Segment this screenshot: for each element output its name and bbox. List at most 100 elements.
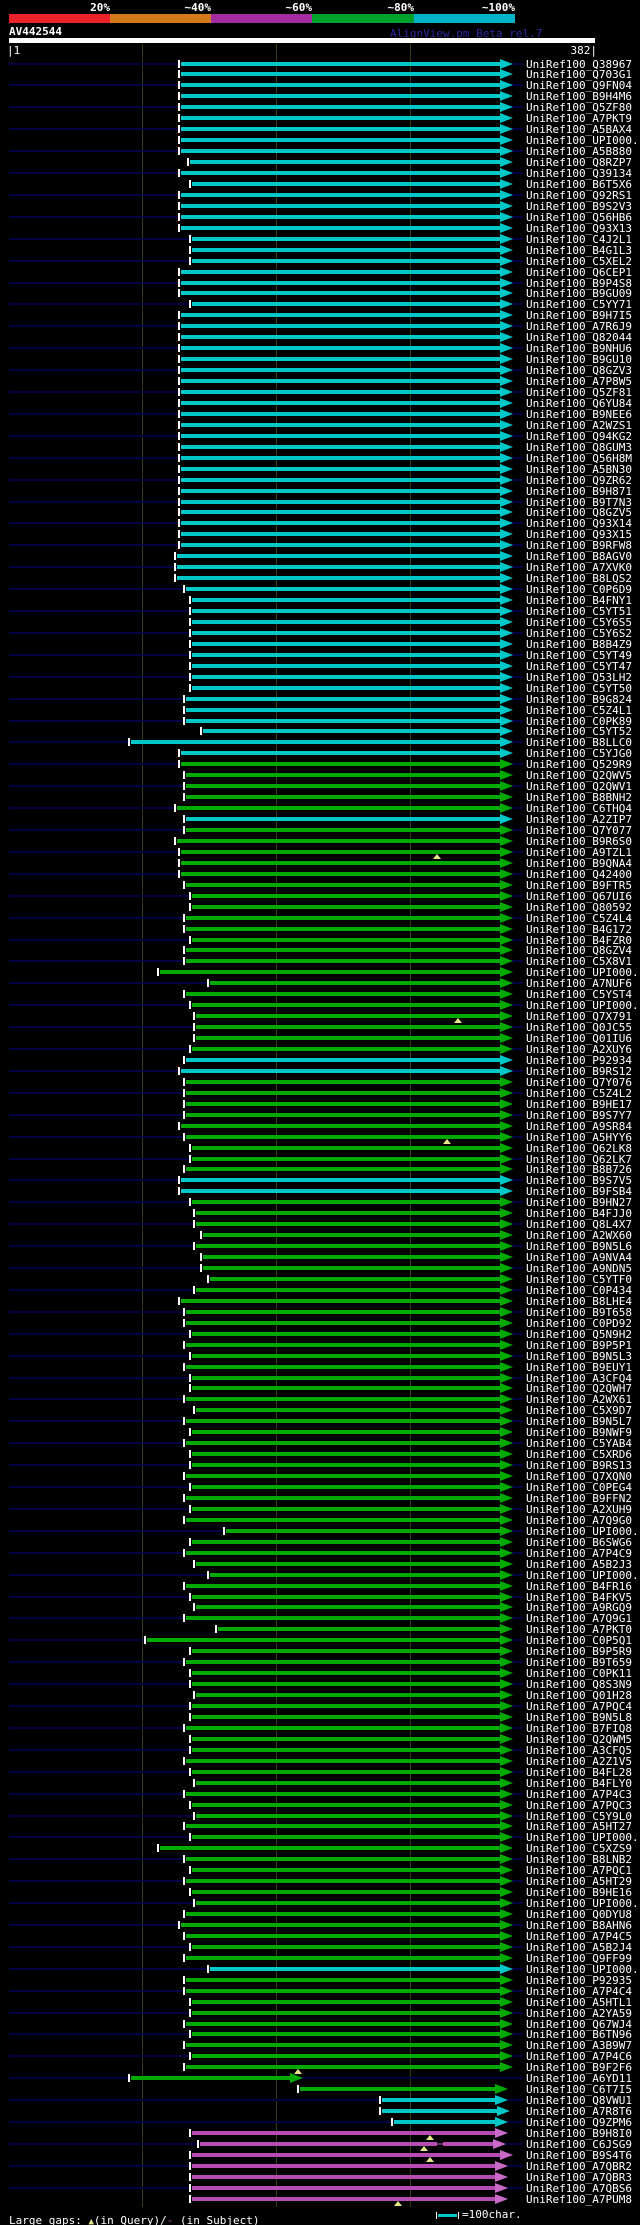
hit-label: UniRef100_Q9FF99: [526, 1952, 632, 1965]
subject-continues-arrow-icon: [500, 1679, 513, 1689]
hit-label: UniRef100_Q56H8M: [526, 452, 632, 465]
alignment-start-tick: [391, 2118, 393, 2126]
hit-label: UniRef100_B9T658: [526, 1306, 632, 1319]
subject-continues-arrow-icon: [500, 1767, 513, 1777]
hit-label: UniRef100_B9H4M6: [526, 90, 632, 103]
alignment-bar: [186, 1824, 500, 1828]
hit-label: UniRef100_B8LQS2: [526, 572, 632, 585]
subject-continues-arrow-icon: [500, 2029, 513, 2039]
subject-continues-arrow-icon: [500, 672, 513, 682]
subject-continues-arrow-icon: [500, 1011, 513, 1021]
hit-label: UniRef100_A5HT27: [526, 1820, 632, 1833]
alignment-bar: [186, 883, 500, 887]
scale-sample-bar: [438, 2214, 457, 2217]
hit-label: UniRef100_A6YD11: [526, 2072, 632, 2085]
alignment-start-tick: [200, 1253, 202, 1261]
alignment-bar: [186, 817, 500, 821]
hit-label: UniRef100_B9EUY1: [526, 1361, 632, 1374]
subject-continues-arrow-icon: [500, 157, 513, 167]
alignment-bar: [186, 1365, 500, 1369]
hit-label: UniRef100_A9SR84: [526, 1120, 632, 1133]
alignment-start-tick: [189, 1198, 191, 1206]
alignment-start-tick: [189, 1713, 191, 1721]
alignment-bar: [192, 675, 500, 679]
alignment-bar: [192, 1507, 500, 1511]
subject-continues-arrow-icon: [500, 288, 513, 298]
alignment-bar: [192, 1386, 500, 1390]
query-gap-triangle-icon: ▲: [88, 2217, 94, 2225]
subject-continues-arrow-icon: [500, 1427, 513, 1437]
hit-label: UniRef100_B9NHU6: [526, 342, 632, 355]
hit-label: UniRef100_B9S2V3: [526, 200, 632, 213]
hit-label: UniRef100_B4FNY1: [526, 594, 632, 607]
alignment-bar: [186, 1978, 500, 1982]
hit-label: UniRef100_Q62LK7: [526, 1153, 632, 1166]
subject-continues-arrow-icon: [500, 1241, 513, 1251]
subject-continues-arrow-icon: [500, 201, 513, 211]
alignment-bar: [186, 1912, 500, 1916]
subject-continues-arrow-icon: [500, 1997, 513, 2007]
subject-continues-arrow-icon: [500, 1362, 513, 1372]
alignment-start-tick: [178, 1122, 180, 1130]
subject-continues-arrow-icon: [500, 1329, 513, 1339]
hit-label: UniRef100_A3CFQ5: [526, 1744, 632, 1757]
subject-continues-arrow-icon: [500, 1789, 513, 1799]
alignment-bar: [186, 959, 500, 963]
subject-continues-arrow-icon: [500, 1635, 513, 1645]
alignment-bar: [192, 1890, 500, 1894]
alignment-bar: [181, 346, 500, 350]
subject-continues-arrow-icon: [500, 945, 513, 955]
hit-label: UniRef100_C5X8V1: [526, 955, 632, 968]
alignment-start-tick: [207, 1275, 209, 1283]
hit-label: UniRef100_Q8GZV3: [526, 364, 632, 377]
hit-label: UniRef100_A7PKT0: [526, 1623, 632, 1636]
subject-continues-arrow-icon: [500, 1865, 513, 1875]
hit-label: UniRef100_Q2QWV5: [526, 769, 632, 782]
hit-label: UniRef100_B9P5R9: [526, 1645, 632, 1658]
alignment-start-tick: [157, 1844, 159, 1852]
hit-label: UniRef100_B8B4Z9: [526, 638, 632, 651]
alignment-start-tick: [193, 1023, 195, 1031]
hit-label: UniRef100_Q8S3N9: [526, 1678, 632, 1691]
subject-continues-arrow-icon: [500, 310, 513, 320]
subject-continues-arrow-icon: [500, 332, 513, 342]
hit-label: UniRef100_B9RS12: [526, 1065, 632, 1078]
subject-continues-arrow-icon: [500, 1143, 513, 1153]
alignment-bar: [300, 2087, 495, 2091]
alignment-start-tick: [193, 1560, 195, 1568]
alignment-start-tick: [183, 1790, 185, 1798]
hit-label: UniRef100_B8BNH2: [526, 791, 632, 804]
alignment-start-tick: [183, 771, 185, 779]
alignment-start-tick: [183, 1111, 185, 1119]
identity-key-swatch-80: [312, 14, 414, 23]
hit-label: UniRef100_A2WX60: [526, 1229, 632, 1242]
alignment-bar: [181, 193, 500, 197]
alignment-bar: [196, 1408, 500, 1412]
alignment-bar: [196, 1014, 500, 1018]
alignment-start-tick: [189, 2129, 191, 2137]
alignment-bar: [186, 2065, 500, 2069]
alignment-bar: [181, 335, 500, 339]
hit-label: UniRef100_Q2QWM5: [526, 1733, 632, 1746]
subject-continues-arrow-icon: [495, 2095, 508, 2105]
alignment-bar: [181, 83, 500, 87]
alignment-bar: [210, 1277, 500, 1281]
alignment-bar: [186, 1113, 500, 1117]
hit-label: UniRef100_Q529R9: [526, 758, 632, 771]
alignment-bar: [181, 861, 500, 865]
alignment-start-tick: [178, 169, 180, 177]
alignment-start-tick: [189, 2052, 191, 2060]
hit-label: UniRef100_Q7Y077: [526, 824, 632, 837]
subject-continues-arrow-icon: [500, 1373, 513, 1383]
alignment-bar: [192, 642, 500, 646]
hit-label: UniRef100_A7PQC1: [526, 1864, 632, 1877]
subject-continues-arrow-icon: [500, 135, 513, 145]
subject-continues-arrow-icon: [500, 847, 513, 857]
subject-continues-arrow-icon: [500, 365, 513, 375]
alignment-start-tick: [183, 881, 185, 889]
hit-label: UniRef100_Q8L4X7: [526, 1218, 632, 1231]
subject-continues-arrow-icon: [500, 1504, 513, 1514]
alignment-start-tick: [183, 1549, 185, 1557]
hit-label: UniRef100_Q0JC55: [526, 1021, 632, 1034]
alignment-start-tick: [200, 1231, 202, 1239]
